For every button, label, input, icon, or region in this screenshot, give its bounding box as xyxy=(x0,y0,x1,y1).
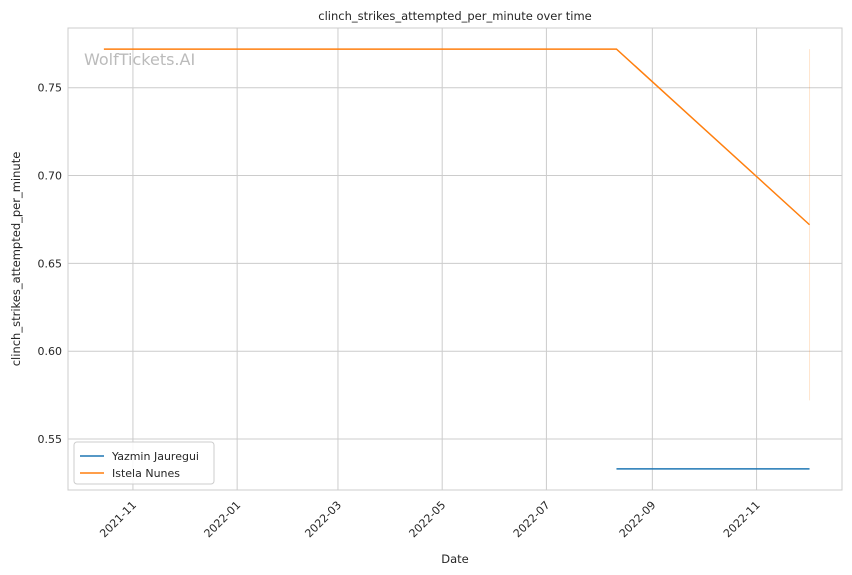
x-axis-label: Date xyxy=(441,552,469,566)
y-tick-label: 0.55 xyxy=(38,433,63,446)
x-tick-label: 2022-01 xyxy=(202,499,244,541)
plot-frame xyxy=(67,27,843,491)
x-tick-label: 2021-11 xyxy=(97,499,139,541)
y-tick-label: 0.65 xyxy=(38,257,63,270)
chart-title: clinch_strikes_attempted_per_minute over… xyxy=(318,9,591,23)
series-line xyxy=(103,48,811,226)
legend-label: Yazmin Jauregui xyxy=(111,450,199,463)
x-tick-label: 2022-03 xyxy=(302,499,344,541)
y-axis-label: clinch_strikes_attempted_per_minute xyxy=(9,152,23,367)
y-tick-label: 0.70 xyxy=(38,170,63,183)
x-tick-label: 2022-11 xyxy=(721,499,763,541)
x-tick-label: 2022-09 xyxy=(617,499,659,541)
y-tick-label: 0.60 xyxy=(38,345,63,358)
x-tick-label: 2022-07 xyxy=(511,499,553,541)
legend-label: Istela Nunes xyxy=(112,467,180,480)
x-tick-label: 2022-05 xyxy=(407,499,449,541)
legend: Yazmin Jauregui Istela Nunes xyxy=(73,441,215,485)
y-tick-label: 0.75 xyxy=(38,82,63,95)
watermark: WolfTickets.AI xyxy=(84,50,195,69)
